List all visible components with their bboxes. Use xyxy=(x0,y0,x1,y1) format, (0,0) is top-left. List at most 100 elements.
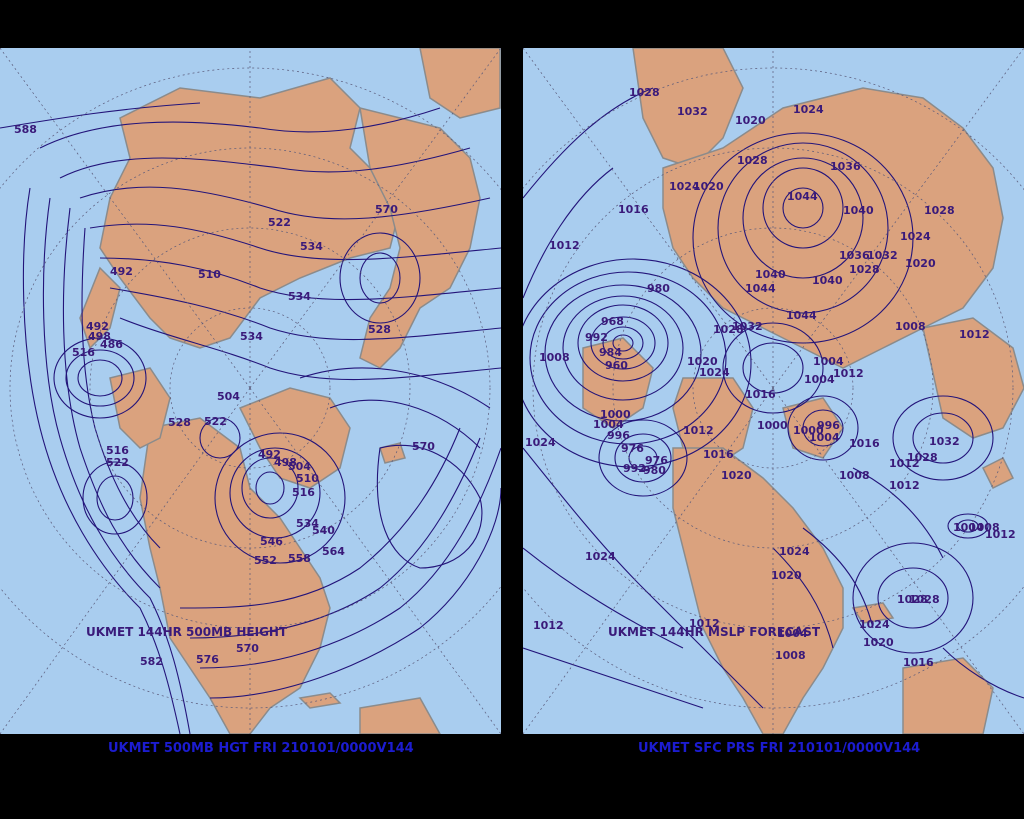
contour-high-europe xyxy=(339,232,421,324)
contour-label: 1012 xyxy=(889,457,920,470)
contour-label: 1028 xyxy=(849,263,880,276)
contour-high-siberia xyxy=(762,167,844,249)
contour-low-pacific xyxy=(947,513,989,539)
meridian-line xyxy=(249,48,501,389)
contour-low-hudson xyxy=(214,432,346,564)
contour-line xyxy=(772,547,834,649)
contour-low-barents xyxy=(199,417,241,459)
contour-label: 1012 xyxy=(959,328,990,341)
europe-landmass xyxy=(359,106,481,369)
contour-high-pacific-2 xyxy=(852,542,974,654)
contour-label: 1012 xyxy=(683,424,714,437)
contour-label: 1032 xyxy=(732,320,763,333)
left-map-svg: 588 492 510 522 534 570 534 534 528 504 … xyxy=(0,48,501,734)
contour-label: 510 xyxy=(296,472,319,485)
contour-label: 516 xyxy=(292,486,315,499)
north-america-landmass xyxy=(672,447,844,734)
contour-low-hudson xyxy=(241,457,299,519)
contour-label: 1020 xyxy=(693,180,724,193)
contour-label: 1020 xyxy=(771,569,802,582)
contour-label: 1016 xyxy=(618,203,649,216)
contour-label: 980 xyxy=(643,464,666,477)
contour-low-atlantic xyxy=(590,316,656,370)
europe-asia-landmass xyxy=(662,87,1004,369)
antilles-islands xyxy=(851,602,895,624)
contour-line xyxy=(39,107,441,149)
contour-low-atlantic xyxy=(612,334,634,352)
contour-label: 1024 xyxy=(699,366,730,379)
contour-label: 996 xyxy=(607,429,630,442)
contour-label: 486 xyxy=(100,338,123,351)
contour-label: 1004 xyxy=(777,627,808,640)
contour-label: 992 xyxy=(585,331,608,344)
contour-high-pacific-2 xyxy=(877,567,949,629)
contour-label: 1024 xyxy=(525,436,556,449)
contour-label: 516 xyxy=(72,346,95,359)
south-america-landmass xyxy=(359,697,441,734)
contour-line xyxy=(179,427,461,609)
contour-label: 1008 xyxy=(895,320,926,333)
left-contour-labels: 588 492 510 522 534 570 534 534 528 504 … xyxy=(14,123,435,668)
contour-low-alaska xyxy=(53,337,147,419)
contour-line xyxy=(523,647,704,709)
alaska-landmass xyxy=(109,367,171,449)
contour-label: 1012 xyxy=(889,479,920,492)
contour-label: 570 xyxy=(375,203,398,216)
contour-label: 1020 xyxy=(687,355,718,368)
panel-divider xyxy=(501,0,523,819)
contour-label: 1024 xyxy=(669,180,700,193)
contour-label: 1024 xyxy=(779,545,810,558)
contour-line xyxy=(942,647,1024,699)
contour-label: 534 xyxy=(300,240,323,253)
height-contours xyxy=(0,102,501,734)
contour-low-alaska xyxy=(77,359,123,397)
contour-label: 1040 xyxy=(812,274,843,287)
africa-landmass xyxy=(419,48,501,119)
graticule xyxy=(523,48,1024,734)
contour-label: 1032 xyxy=(867,249,898,262)
land-areas xyxy=(582,48,1024,734)
contour-label: 1020 xyxy=(721,469,752,482)
contour-label: 1000 xyxy=(600,408,631,421)
contour-label: 1036 xyxy=(830,160,861,173)
contour-label: 1004 xyxy=(593,418,624,431)
contour-low-alaska xyxy=(65,349,135,407)
contour-line xyxy=(376,444,483,569)
contour-label: 1044 xyxy=(786,309,817,322)
left-map-500mb-height: 588 492 510 522 534 570 534 534 528 504 … xyxy=(0,48,501,734)
south-america-landmass xyxy=(582,337,654,429)
contour-label: 1032 xyxy=(677,105,708,118)
contour-label: 992 xyxy=(623,462,646,475)
contour-high-pacific xyxy=(892,395,994,481)
contour-label: 1040 xyxy=(755,268,786,281)
contour-label: 570 xyxy=(412,440,435,453)
contour-line xyxy=(299,367,491,409)
right-map-svg: 1028 1032 1020 1024 1028 1036 1024 1020 … xyxy=(523,48,1024,734)
meridian-line xyxy=(249,387,501,734)
contour-label: 1012 xyxy=(549,239,580,252)
contour-line xyxy=(852,467,944,559)
contour-line xyxy=(109,287,501,341)
contour-low-atlantic xyxy=(577,304,669,382)
contour-label: 492 xyxy=(110,265,133,278)
meridian-line xyxy=(772,387,1024,734)
contour-label: 570 xyxy=(236,642,259,655)
contour-line xyxy=(802,527,874,629)
land-areas xyxy=(79,48,501,734)
contour-label: 1044 xyxy=(745,282,776,295)
contour-label: 504 xyxy=(288,460,311,473)
contour-label: 1028 xyxy=(713,323,744,336)
contour-low-pacific xyxy=(957,519,979,533)
contour-line xyxy=(523,167,614,299)
contour-label: 1032 xyxy=(929,435,960,448)
contour-label: 1000 xyxy=(757,419,788,432)
contour-low-atlantic xyxy=(529,271,727,445)
contour-label: 558 xyxy=(288,552,311,565)
contour-label: 984 xyxy=(599,346,622,359)
contour-label: 1024 xyxy=(793,103,824,116)
contour-label: 1028 xyxy=(924,204,955,217)
contour-label: 976 xyxy=(645,454,668,467)
iceland-landmass xyxy=(379,442,406,464)
contour-label: 1028 xyxy=(629,86,660,99)
contour-label: 1028 xyxy=(909,593,940,606)
